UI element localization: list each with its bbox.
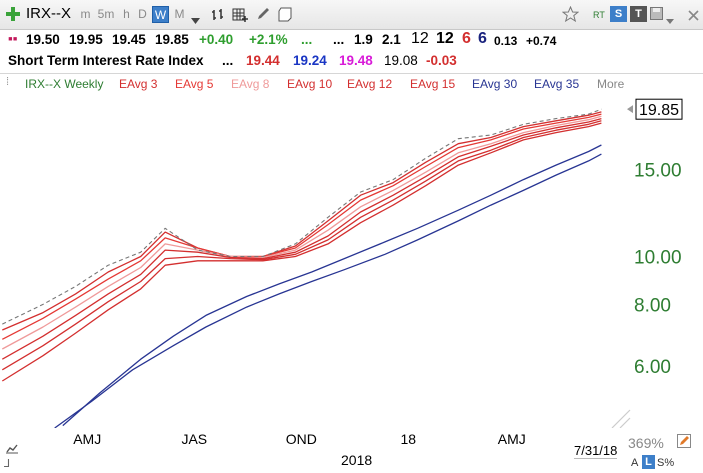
pencil-icon[interactable] — [256, 7, 270, 26]
series-line-eavg-8 — [1, 115, 602, 350]
quote-change: +0.40 — [199, 32, 234, 47]
x-tick-label: 18 — [401, 431, 417, 447]
symbol-name-row: Short Term Interest Rate Index ... 19.44… — [0, 51, 703, 71]
name-dots: ... — [222, 53, 234, 68]
value-red: 19.44 — [246, 53, 280, 68]
scale-percent-button[interactable]: S% — [657, 457, 675, 469]
symbol-input[interactable]: IRX--X — [26, 5, 71, 22]
quote-dots-a: ... — [301, 32, 313, 47]
quote-v2: 2.1 — [382, 32, 401, 47]
series-line-eavg-35 — [54, 153, 602, 428]
quote-dots-b: ... — [333, 32, 345, 47]
x-tick-label: AMJ — [73, 431, 101, 447]
bar-chart-icon[interactable] — [211, 8, 225, 27]
scale-log-button[interactable]: L — [642, 455, 655, 469]
series-line-irx-x-weekly — [2, 108, 602, 325]
current-price-label: 19.85 — [639, 102, 679, 119]
current-price-box — [635, 98, 683, 120]
legend-row: ⁞ IRX--X Weekly EAvg 3 EAvg 5 EAvg 8 EAv… — [0, 73, 703, 92]
value-magenta: 19.48 — [339, 53, 373, 68]
series-line-eavg-10 — [1, 117, 602, 360]
legend-grip-icon: ⁞ — [6, 76, 10, 88]
quote-v3: 12 — [411, 30, 429, 47]
series-layer — [1, 108, 602, 428]
x-tick-label: AMJ — [498, 431, 526, 447]
series-line-eavg-30 — [62, 144, 602, 427]
year-label: 2018 — [341, 452, 373, 468]
symbol-name: Short Term Interest Rate Index — [8, 53, 204, 68]
date-label: 7/31/18 — [574, 443, 618, 459]
legend-item-eavg35[interactable]: EAvg 35 — [534, 77, 580, 91]
y-tick-label: 15.00 — [634, 160, 682, 181]
quote-v6: 6 — [478, 30, 487, 47]
quote-v7: 0.13 — [494, 34, 518, 48]
legend-item-irx[interactable]: IRX--X Weekly — [25, 77, 104, 91]
value-change: -0.03 — [426, 53, 457, 68]
quote-v5: 6 — [462, 30, 471, 47]
quote-low: 19.45 — [112, 32, 146, 47]
period-weekly-button[interactable]: W — [152, 6, 169, 23]
save-icon[interactable] — [650, 7, 663, 25]
legend-item-eavg5[interactable]: EAvg 5 — [175, 77, 214, 91]
price-arrow-icon — [627, 105, 633, 114]
s-button[interactable]: S — [610, 6, 627, 22]
price-axis: 15.00 10.00 8.00 6.00 — [634, 160, 682, 378]
y-tick-label: 10.00 — [634, 248, 682, 269]
scale-a-button[interactable]: A — [631, 457, 639, 469]
x-tick-label: JAS — [181, 431, 207, 447]
grid-plus-icon[interactable] — [232, 7, 248, 28]
legend-item-eavg8[interactable]: EAvg 8 — [231, 77, 270, 91]
period-minute-button[interactable]: m — [80, 7, 91, 21]
quote-row: ▪▪ 19.50 19.95 19.45 19.85 +0.40 +2.1% .… — [0, 30, 703, 50]
legend-more-button[interactable]: More — [597, 77, 625, 91]
t-button[interactable]: T — [630, 6, 647, 22]
series-line-eavg-5 — [2, 113, 602, 340]
close-icon[interactable] — [688, 8, 699, 26]
quote-high: 19.95 — [69, 32, 103, 47]
value-blue: 19.24 — [293, 53, 327, 68]
time-axis: AMJ JAS OND 18 AMJ ⅃ 2018 7/31/18 369% A L S… — [0, 428, 703, 473]
period-5min-button[interactable]: 5m — [97, 7, 115, 21]
period-daily-button[interactable]: D — [138, 7, 147, 21]
quote-v1: 1.9 — [354, 32, 373, 47]
chevron-down-icon[interactable] — [191, 11, 200, 29]
legend-item-eavg3[interactable]: EAvg 3 — [119, 77, 158, 91]
chart-toolbar: IRX--X m 5m h D W M RT S T — [0, 0, 703, 30]
realtime-label[interactable]: RT — [593, 10, 605, 20]
scroll-icon[interactable]: ⅃ — [4, 458, 11, 470]
series-line-eavg-15 — [1, 122, 602, 382]
legend-item-eavg10[interactable]: EAvg 10 — [287, 77, 333, 91]
quote-open: 19.50 — [26, 32, 60, 47]
resize-corner-icon — [611, 409, 631, 428]
quote-close: 19.85 — [155, 32, 189, 47]
series-line-eavg-12 — [1, 120, 602, 371]
period-hour-button[interactable]: h — [123, 7, 130, 21]
current-price-marker: 19.85 — [627, 98, 683, 120]
y-tick-label: 6.00 — [634, 357, 671, 378]
quote-dots-icon: ▪▪ — [8, 31, 18, 46]
legend-item-eavg15[interactable]: EAvg 15 — [410, 77, 456, 91]
plus-icon[interactable] — [6, 7, 20, 21]
y-tick-label: 8.00 — [634, 295, 671, 316]
zoom-label[interactable]: 369% — [628, 435, 664, 451]
edit-icon[interactable] — [677, 434, 691, 453]
quote-v4: 12 — [436, 30, 454, 47]
star-icon[interactable] — [561, 5, 580, 27]
time-axis-ticks: AMJ JAS OND 18 AMJ — [73, 431, 526, 447]
legend-item-eavg30[interactable]: EAvg 30 — [472, 77, 518, 91]
dropdown-icon[interactable] — [666, 11, 674, 29]
period-monthly-button[interactable]: M — [174, 7, 185, 21]
series-line-eavg-3 — [2, 111, 602, 331]
price-chart[interactable]: 15.00 10.00 8.00 6.00 19.85 — [0, 92, 703, 428]
x-tick-label: OND — [286, 431, 317, 447]
legend-item-eavg12[interactable]: EAvg 12 — [347, 77, 393, 91]
axis-menu-icon[interactable] — [5, 441, 19, 459]
page-icon[interactable] — [278, 7, 292, 27]
value-plain: 19.08 — [384, 53, 418, 68]
quote-change-pct: +2.1% — [249, 32, 288, 47]
quote-v8: +0.74 — [526, 34, 557, 48]
